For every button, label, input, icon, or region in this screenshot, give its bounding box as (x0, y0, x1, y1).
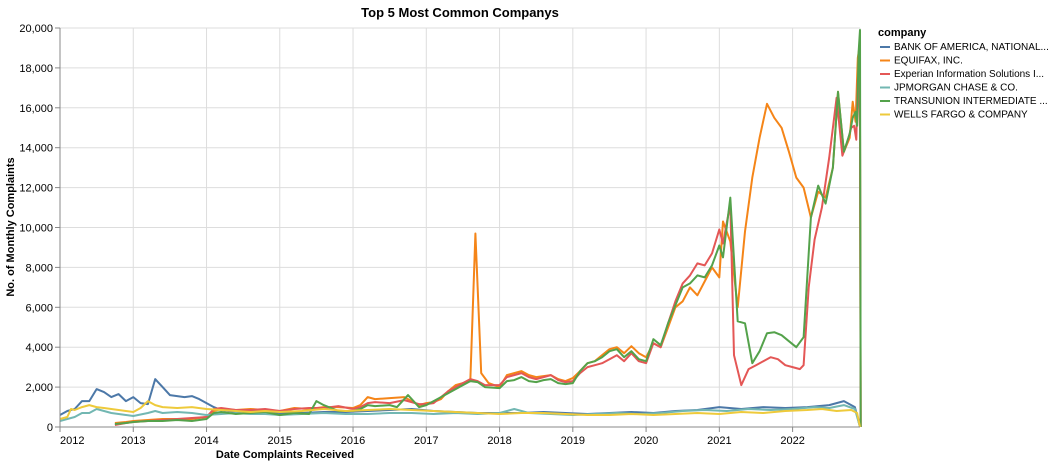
y-tick-label: 8,000 (25, 262, 53, 274)
legend-label: WELLS FARGO & COMPANY (894, 110, 1028, 121)
chart-title: Top 5 Most Common Companys (361, 5, 559, 20)
x-tick-label: 2013 (121, 435, 145, 447)
x-tick-label: 2014 (194, 435, 218, 447)
y-tick-label: 12,000 (19, 183, 53, 195)
series-line-2 (114, 76, 862, 428)
legend-label: TRANSUNION INTERMEDIATE ... (894, 96, 1048, 107)
y-tick-label: 2,000 (25, 382, 53, 394)
x-tick-label: 2018 (487, 435, 511, 447)
legend-label: Experian Information Solutions I... (894, 69, 1044, 80)
x-tick-label: 2012 (60, 435, 84, 447)
legend: company BANK OF AMERICA, NATIONAL... EQUI… (878, 27, 1049, 121)
y-tick-label: 18,000 (19, 63, 53, 75)
x-axis-title: Date Complaints Received (216, 449, 354, 461)
y-tick-label: 14,000 (19, 143, 53, 155)
series-line-5 (59, 400, 861, 428)
x-tick-label: 2017 (414, 435, 438, 447)
series-group (59, 29, 862, 428)
x-tick-label: 2015 (268, 435, 292, 447)
x-tick-label: 2021 (707, 435, 731, 447)
legend-label: BANK OF AMERICA, NATIONAL... (894, 42, 1049, 53)
y-tick-label: 4,000 (25, 342, 53, 354)
x-tick-label: 2022 (780, 435, 804, 447)
legend-title: company (878, 27, 927, 39)
x-tick-label: 2016 (341, 435, 365, 447)
legend-label: EQUIFAX, INC. (894, 56, 963, 67)
legend-items: BANK OF AMERICA, NATIONAL... EQUIFAX, INC… (880, 42, 1049, 121)
y-tick-label: 0 (47, 422, 53, 434)
series-line-4 (114, 29, 862, 428)
legend-label: JPMORGAN CHASE & CO. (894, 83, 1018, 94)
y-tick-label: 10,000 (19, 223, 53, 235)
y-tick-label: 6,000 (25, 302, 53, 314)
y-tick-label: 16,000 (19, 103, 53, 115)
series-line-3 (59, 404, 861, 428)
x-axis-ticks: 2012 2013 2014 2015 2016 2017 2018 2019 2020 2021… (59, 427, 805, 447)
y-tick-label: 20,000 (19, 23, 53, 35)
y-axis-ticks: 0 2,000 4,000 6,000 8,000 10,000 12,000 14,000 1… (19, 23, 60, 434)
x-tick-label: 2020 (634, 435, 658, 447)
grid-lines (59, 27, 861, 428)
x-tick-label: 2019 (561, 435, 585, 447)
y-axis-title: No. of Monthly Complaints (5, 157, 17, 296)
